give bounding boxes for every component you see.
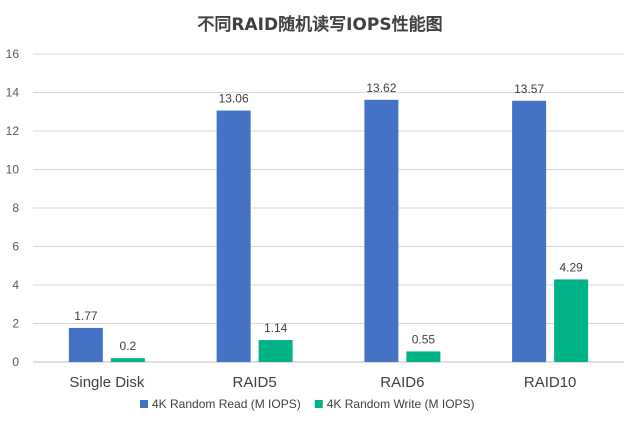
- y-tick-label: 10: [6, 163, 20, 177]
- bar: [68, 327, 103, 362]
- x-category-label: Single Disk: [69, 374, 145, 391]
- bars: [68, 99, 589, 362]
- bar: [406, 351, 441, 362]
- data-label: 13.06: [219, 92, 249, 106]
- bar: [364, 99, 399, 362]
- x-category-label: RAID10: [524, 374, 577, 391]
- y-tick-label: 8: [12, 201, 19, 215]
- y-tick-label: 4: [12, 278, 19, 292]
- y-tick-label: 16: [6, 47, 20, 61]
- bar: [258, 340, 293, 362]
- y-tick-label: 6: [12, 240, 19, 254]
- x-axis-categories: Single Disk RAID5 RAID6 RAID10: [69, 374, 576, 391]
- legend-swatch: [140, 400, 148, 408]
- legend-swatch: [314, 400, 323, 408]
- y-tick-label: 2: [12, 317, 19, 331]
- gridlines: [33, 53, 624, 363]
- data-label: 13.57: [514, 82, 544, 96]
- data-label: 4.29: [559, 260, 583, 274]
- x-category-label: RAID5: [233, 374, 277, 391]
- data-label: 0.2: [120, 339, 137, 353]
- y-tick-label: 0: [12, 355, 19, 369]
- data-labels: 1.77 0.2 13.06 1.14 13.62 0.55 13.57 4.29: [74, 81, 583, 353]
- legend-label: 4K Random Read (M IOPS): [152, 397, 301, 411]
- chart-title: 不同RAID随机读写IOPS性能图: [197, 14, 442, 35]
- legend-label: 4K Random Write (M IOPS): [327, 397, 475, 411]
- y-axis-ticks: 0 2 4 6 8 10 12 14 16: [6, 47, 20, 369]
- data-label: 1.77: [74, 309, 98, 323]
- bar: [110, 358, 145, 362]
- bar: [554, 279, 589, 362]
- data-label: 13.62: [366, 81, 396, 95]
- x-category-label: RAID6: [380, 374, 424, 391]
- bar: [512, 100, 547, 362]
- y-tick-label: 12: [6, 124, 20, 138]
- data-label: 0.55: [412, 332, 436, 346]
- data-label: 1.14: [264, 321, 288, 335]
- bar: [216, 110, 251, 362]
- y-tick-label: 14: [6, 86, 20, 100]
- legend: 4K Random Read (M IOPS) 4K Random Write (…: [140, 397, 475, 411]
